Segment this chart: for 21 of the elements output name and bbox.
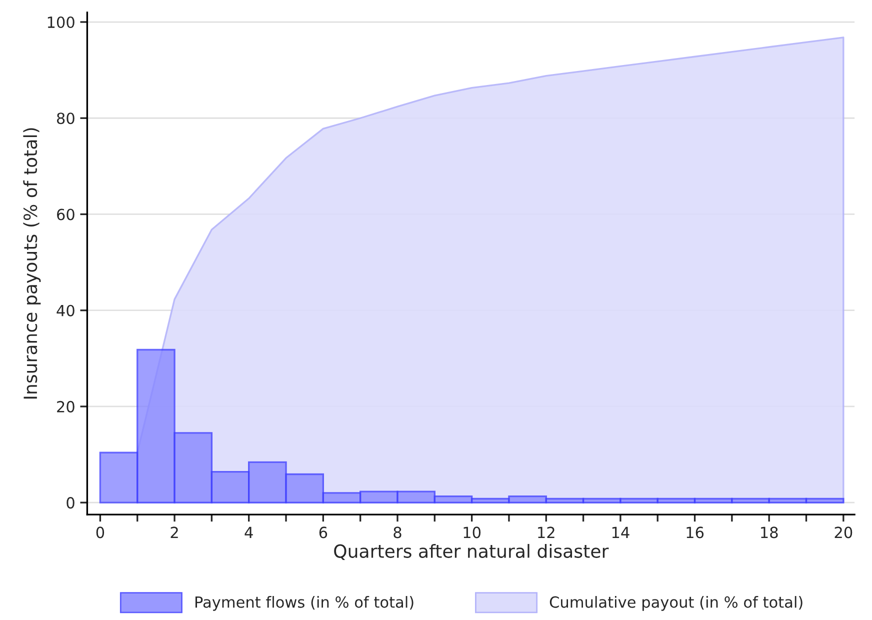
x-tick-label: 12: [538, 526, 554, 538]
x-axis-title: Quarters after natural disaster: [334, 544, 609, 560]
y-axis-title: Insurance payouts (% of total): [23, 128, 41, 399]
x-tick-label: 6: [319, 526, 328, 538]
y-tick-label: 80: [56, 112, 74, 124]
y-tick-label: 0: [66, 497, 74, 509]
x-tick-label: 20: [834, 526, 852, 538]
legend-label: Payment flows (in % of total): [195, 596, 414, 611]
x-tick-label: 4: [244, 526, 253, 538]
y-tick-label: 100: [48, 16, 74, 28]
x-tick-label: 0: [96, 526, 104, 538]
y-tick-label: 20: [57, 400, 74, 412]
x-tick-label: 8: [394, 526, 402, 538]
x-tick-label: 18: [761, 526, 778, 538]
x-tick-label: 16: [686, 526, 704, 538]
x-tick-label: 14: [612, 526, 630, 538]
legend-label: Cumulative payout (in % of total): [550, 596, 802, 611]
y-tick-label: 60: [57, 208, 74, 220]
x-tick-label: 10: [464, 526, 481, 538]
y-tick-label: 40: [56, 304, 74, 316]
x-tick-label: 2: [170, 526, 178, 538]
